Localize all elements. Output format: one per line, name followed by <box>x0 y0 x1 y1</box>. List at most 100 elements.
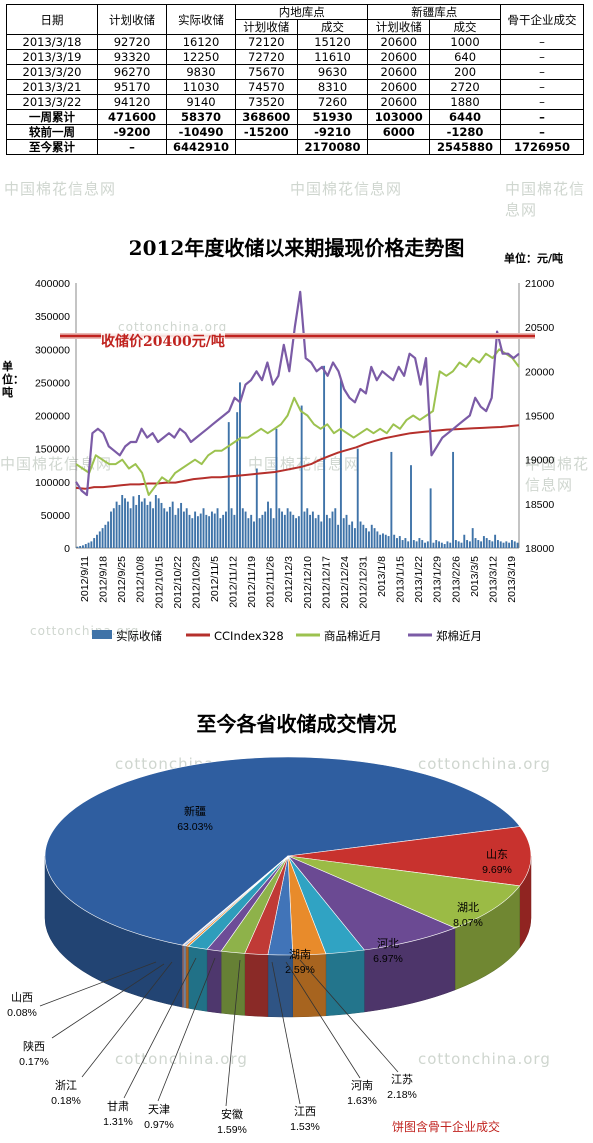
pie-slice <box>287 855 456 951</box>
table-cell: 一周累计 <box>6 109 98 125</box>
bar <box>199 513 202 548</box>
slice-value-label: 2.18% <box>387 1089 417 1101</box>
leader-line <box>285 961 361 1079</box>
bar <box>258 518 261 548</box>
table-row: 较前一周 -9200 -10490 -15200 -9210 6000 -1280– <box>6 124 584 140</box>
bar <box>84 544 87 548</box>
bar <box>373 528 376 548</box>
bar <box>146 504 149 548</box>
bar <box>466 540 469 548</box>
bar <box>171 501 174 548</box>
table-cell: – <box>500 49 584 65</box>
table-cell: 2013/3/21 <box>6 79 98 95</box>
bar <box>96 534 98 548</box>
table-cell: 9630 <box>296 64 369 80</box>
table-cell: 2013/3/19 <box>6 49 98 65</box>
bar <box>124 498 126 548</box>
slice-name-label: 陕西 <box>23 1039 45 1053</box>
y-tick-label: 400000 <box>35 278 70 290</box>
y-tick-label: 200000 <box>35 411 70 423</box>
table-row: 至今累计 –6442910 2170080 2545880 1726950 <box>6 139 584 155</box>
legend-label: 郑棉近月 <box>436 629 482 643</box>
slice-value-label: 63.03% <box>177 821 213 833</box>
bar <box>191 518 194 548</box>
x-tick-label: 2012/12/17 <box>320 556 332 609</box>
table-cell: – <box>500 109 584 125</box>
y-tick-label: 50000 <box>41 510 70 522</box>
bar <box>404 538 407 548</box>
y-tick-label: 350000 <box>35 311 70 323</box>
bar <box>424 542 426 548</box>
table-cell: 20600 <box>367 64 431 80</box>
bar <box>247 518 250 548</box>
bar <box>297 516 300 548</box>
slice-name-label: 河北 <box>377 937 399 950</box>
slice-name-label: 江西 <box>294 1105 316 1118</box>
bar <box>505 541 508 548</box>
bar <box>510 540 513 548</box>
table-cell: 较前一周 <box>6 124 98 140</box>
slice-value-label: 0.97% <box>144 1119 174 1131</box>
pie-slice <box>287 826 532 887</box>
bar <box>309 514 312 548</box>
y2-tick-label: 20500 <box>525 322 554 334</box>
bar <box>118 504 121 548</box>
bar <box>491 541 494 548</box>
bar <box>152 508 155 548</box>
bar <box>516 542 519 548</box>
table-cell: – <box>500 64 584 80</box>
y-tick-label: 250000 <box>35 377 70 389</box>
bar <box>435 540 438 548</box>
table-cell: – <box>500 34 584 50</box>
bar <box>180 502 183 548</box>
price-trend-chart: 0 50000 100000 150000 200000 250000 300000 3500… <box>35 278 554 643</box>
x-tick-label: 2013/1/8 <box>376 556 388 597</box>
bar <box>513 541 516 548</box>
table-cell: -10490 <box>166 124 236 140</box>
bar <box>227 422 230 548</box>
y-tick-label: 300000 <box>35 344 70 356</box>
table-cell: 12250 <box>166 49 236 65</box>
y2-tick-label: 20000 <box>525 366 554 378</box>
bar <box>488 540 491 548</box>
y2-tick-label: 18000 <box>525 543 554 555</box>
bar <box>418 538 421 548</box>
table-cell: 93320 <box>97 49 167 65</box>
right-axis-unit: 单位：元/吨 <box>504 252 564 265</box>
bar <box>98 531 101 548</box>
bar <box>446 541 449 548</box>
table-cell: 103000 <box>367 109 431 125</box>
bar <box>138 495 140 548</box>
y-tick-label: 100000 <box>35 477 70 489</box>
bar <box>351 521 354 548</box>
bar <box>482 536 485 548</box>
bar <box>149 501 152 548</box>
bar <box>107 521 110 548</box>
table-cell: 72120 <box>235 34 298 50</box>
table-cell: -1280 <box>429 124 501 140</box>
bar <box>239 382 241 548</box>
bar <box>222 514 225 548</box>
bar <box>468 541 471 548</box>
x-tick-label: 2013/3/19 <box>506 556 518 603</box>
bar <box>255 468 258 548</box>
bar <box>121 495 124 548</box>
x-tick-label: 2012/10/8 <box>135 556 147 603</box>
table-cell: – <box>500 79 584 95</box>
bar <box>485 538 488 548</box>
bar <box>292 514 295 548</box>
bar <box>401 540 404 548</box>
table-cell: 2013/3/20 <box>6 64 98 80</box>
bar <box>225 511 227 548</box>
bar <box>390 451 393 548</box>
bar <box>286 508 289 548</box>
bar <box>314 518 317 548</box>
bar <box>429 488 432 548</box>
bar <box>196 516 199 548</box>
table-cell: 2545880 <box>429 139 501 155</box>
x-tick-label: 2013/1/22 <box>413 556 425 603</box>
bar <box>283 514 286 548</box>
table-cell: 1726950 <box>500 139 584 155</box>
bar <box>382 533 384 548</box>
price-annotation: 收储价20400元/吨 <box>101 331 225 351</box>
